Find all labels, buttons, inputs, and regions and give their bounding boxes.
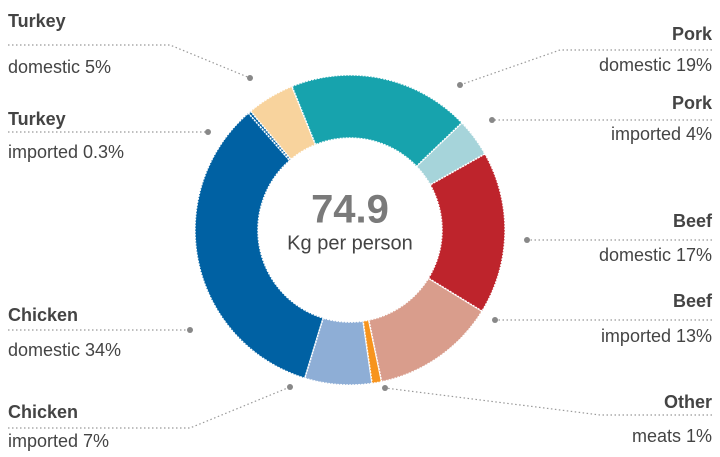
label-sub: meats xyxy=(632,426,681,446)
label-name: Pork xyxy=(672,93,713,113)
value-label: 34% xyxy=(85,340,121,360)
label-name: Other xyxy=(664,392,712,412)
label-sub: imported xyxy=(8,431,78,451)
value-label: 0.3% xyxy=(83,142,124,162)
leader-dot xyxy=(492,317,498,323)
label-sub: domestic xyxy=(8,340,80,360)
value-label: 19% xyxy=(676,55,712,75)
leader-dot xyxy=(187,327,193,333)
leader-dot xyxy=(489,117,495,123)
center-label: Kg per person xyxy=(287,232,413,254)
donut-segment xyxy=(415,121,486,186)
leader-dot xyxy=(247,75,253,81)
label-detail: domestic 5% xyxy=(8,57,111,77)
label-sub: imported xyxy=(611,124,681,144)
donut-segment xyxy=(367,277,484,383)
donut-segment xyxy=(247,110,292,162)
leader-dot xyxy=(287,384,293,390)
label-sub: imported xyxy=(8,142,78,162)
label-detail: domestic 34% xyxy=(8,340,121,360)
donut-segment xyxy=(290,74,463,168)
label-name: Chicken xyxy=(8,402,78,422)
label-name: Chicken xyxy=(8,305,78,325)
leader-dot xyxy=(524,237,530,243)
donut-segment xyxy=(362,319,383,385)
label-detail: meats 1% xyxy=(632,426,712,446)
label-name: Turkey xyxy=(8,109,66,129)
leader-dot xyxy=(382,385,388,391)
label-name: Pork xyxy=(672,24,713,44)
label-name: Beef xyxy=(673,211,713,231)
leader-dot xyxy=(205,129,211,135)
label-detail: domestic 19% xyxy=(599,55,712,75)
value-label: 5% xyxy=(85,57,111,77)
donut-segment xyxy=(194,112,325,380)
label-sub: domestic xyxy=(8,57,80,77)
label-name: Beef xyxy=(673,291,713,311)
label-name: Turkey xyxy=(8,11,66,31)
label-sub: domestic xyxy=(599,245,671,265)
label-detail: domestic 17% xyxy=(599,245,712,265)
value-label: 7% xyxy=(83,431,109,451)
value-label: 17% xyxy=(676,245,712,265)
donut-segment xyxy=(427,152,506,313)
center-value: 74.9 xyxy=(311,188,389,232)
value-label: 4% xyxy=(686,124,712,144)
label-detail: imported 4% xyxy=(611,124,712,144)
label-sub: domestic xyxy=(599,55,671,75)
value-label: 13% xyxy=(676,326,712,346)
leader-dot xyxy=(457,82,463,88)
label-detail: imported 0.3% xyxy=(8,142,124,162)
label-detail: imported 7% xyxy=(8,431,109,451)
label-sub: imported xyxy=(601,326,671,346)
value-label: 1% xyxy=(686,426,712,446)
donut-segment xyxy=(303,317,373,386)
leader-line xyxy=(384,387,712,416)
leader-line xyxy=(459,49,712,86)
leader-line xyxy=(8,386,291,429)
label-detail: imported 13% xyxy=(601,326,712,346)
